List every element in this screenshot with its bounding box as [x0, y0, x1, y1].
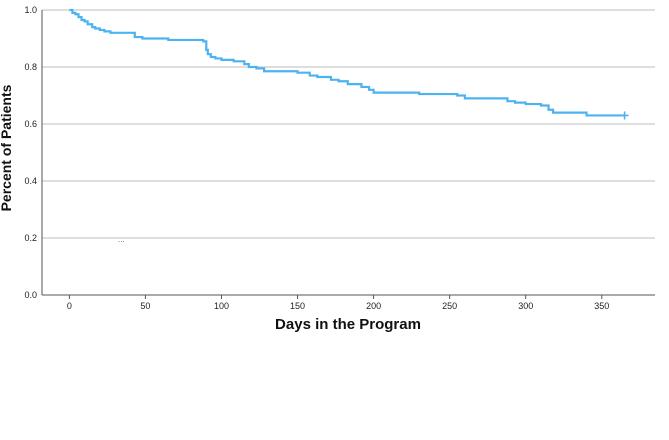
- x-tick-label: 300: [518, 301, 533, 311]
- x-tick-label: 200: [366, 301, 381, 311]
- x-axis-title: Days in the Program: [275, 316, 421, 333]
- x-tick-label: 50: [140, 301, 150, 311]
- y-tick-label: 0.0: [24, 290, 37, 300]
- stray-mark: ...: [118, 235, 125, 244]
- x-tick-label: 250: [442, 301, 457, 311]
- y-tick-label: 0.8: [24, 62, 37, 72]
- y-tick-label: 0.2: [24, 233, 37, 243]
- survival-step-line: [69, 8, 625, 117]
- y-tick-label: 1.0: [24, 5, 37, 15]
- y-axis-title: Percent of Patients: [0, 84, 14, 211]
- ticks-layer: 0.0 0.2 0.4 0.6 0.8 1.0 0 50 100 150 200 250 300 350: [24, 5, 609, 311]
- y-tick-label: 0.6: [24, 119, 37, 129]
- series-layer: [69, 8, 629, 120]
- censor-marker: [620, 111, 629, 120]
- x-tick-label: 0: [67, 301, 72, 311]
- x-tick-label: 150: [290, 301, 305, 311]
- axes-layer: [41, 10, 655, 296]
- grid-layer: [42, 9, 655, 239]
- x-tick-label: 100: [214, 301, 229, 311]
- y-tick-label: 0.4: [24, 176, 37, 186]
- x-tick-label: 350: [594, 301, 609, 311]
